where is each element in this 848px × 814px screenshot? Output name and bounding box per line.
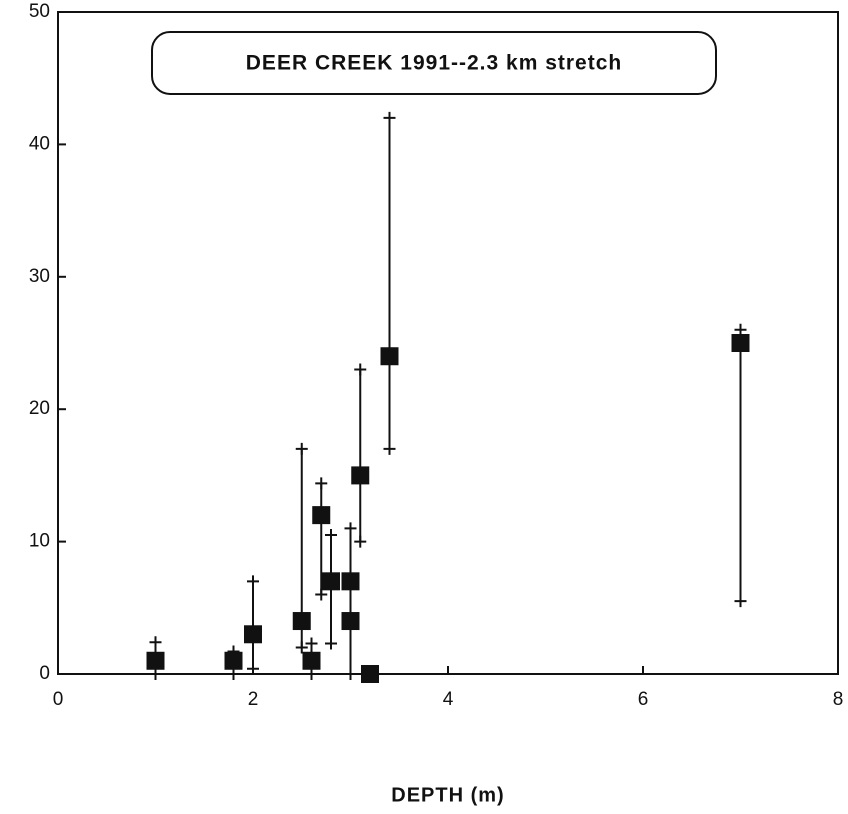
y-tick-label: 30	[29, 266, 50, 287]
point	[244, 625, 262, 644]
range-cap	[247, 662, 259, 675]
point	[731, 334, 750, 352]
range-cap	[383, 442, 396, 455]
point	[361, 665, 379, 683]
title-box	[151, 31, 717, 95]
point	[341, 612, 360, 631]
point	[146, 651, 165, 670]
range-cap	[354, 363, 367, 376]
x-tick-label: 6	[638, 689, 649, 710]
point	[380, 347, 399, 366]
range-cap	[227, 668, 240, 680]
x-tick-label: 0	[53, 689, 64, 710]
y-tick-label: 40	[29, 133, 50, 154]
range-cap	[247, 575, 259, 588]
range-cap	[354, 535, 367, 548]
x-axis-label: DEPTH (m)	[391, 784, 504, 806]
range-cap	[295, 641, 308, 654]
x-tick-label: 8	[833, 689, 844, 710]
range-cap	[315, 477, 328, 490]
range-cap	[734, 323, 747, 336]
point	[292, 612, 311, 631]
range-cap	[344, 522, 357, 535]
range-cap	[325, 637, 337, 650]
range-cap	[149, 668, 162, 680]
range-cap	[734, 595, 747, 608]
range-cap	[149, 636, 162, 649]
point	[312, 506, 331, 525]
range-cap	[315, 588, 328, 601]
point	[351, 466, 370, 485]
range-cap	[344, 668, 357, 680]
point	[341, 572, 360, 591]
point	[224, 651, 243, 670]
point	[322, 572, 340, 591]
plot-frame	[57, 11, 839, 675]
range-cap	[305, 637, 318, 650]
range-cap	[305, 668, 318, 680]
range-cap	[325, 528, 337, 541]
range-cap	[383, 111, 396, 124]
x-tick-label: 4	[443, 689, 454, 710]
y-tick-label: 10	[29, 531, 50, 552]
y-tick-label: 20	[29, 398, 50, 419]
point	[302, 651, 321, 670]
y-tick-label: 50	[29, 1, 50, 22]
range-cap	[295, 442, 308, 455]
y-tick-label: 0	[39, 663, 50, 684]
x-tick-label: 2	[248, 689, 259, 710]
chart-title: DEER CREEK 1991--2.3 km stretch	[246, 52, 622, 75]
